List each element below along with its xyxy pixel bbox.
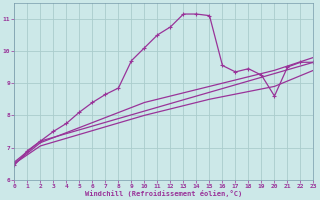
X-axis label: Windchill (Refroidissement éolien,°C): Windchill (Refroidissement éolien,°C) xyxy=(85,190,243,197)
